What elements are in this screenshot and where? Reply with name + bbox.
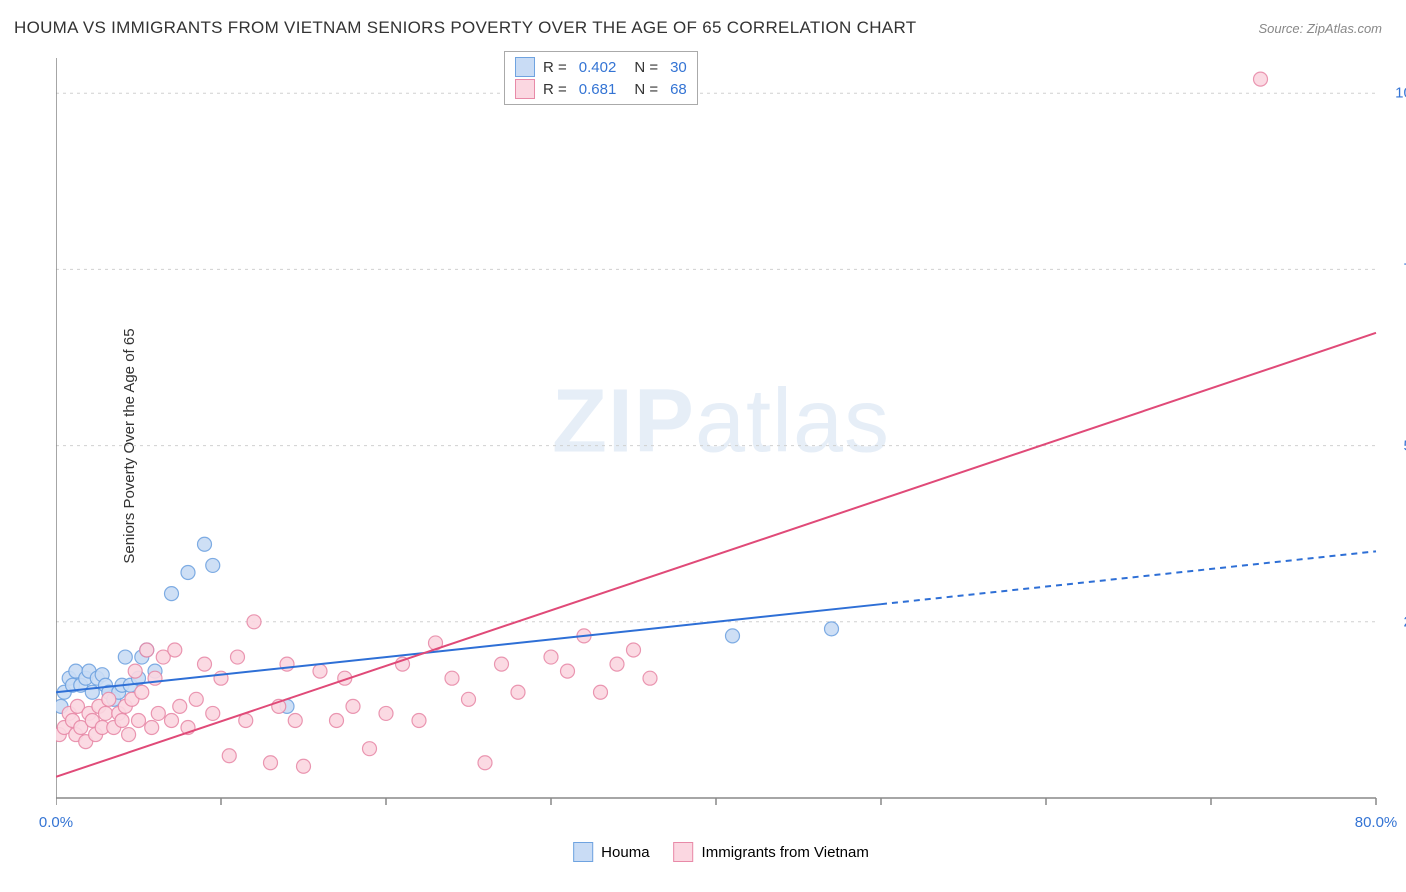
legend-r-label: R = [543, 59, 567, 76]
swatch-immigrants [515, 79, 535, 99]
swatch-immigrants [674, 842, 694, 862]
chart-header: HOUMA VS IMMIGRANTS FROM VIETNAM SENIORS… [0, 0, 1406, 46]
legend-r-value-immigrants: 0.681 [579, 81, 617, 98]
legend-label-houma: Houma [601, 844, 649, 861]
x-tick-label: 80.0% [1355, 814, 1398, 831]
legend-stats-row-immigrants: R = 0.681 N = 68 [515, 78, 687, 100]
legend-series-box: Houma Immigrants from Vietnam [573, 842, 869, 862]
chart-source: Source: ZipAtlas.com [1258, 21, 1382, 36]
swatch-houma [573, 842, 593, 862]
legend-stats-box: R = 0.402 N = 30 R = 0.681 N = 68 [504, 51, 698, 105]
y-tick-label: 100.0% [1395, 85, 1406, 102]
legend-n-label: N = [634, 59, 658, 76]
chart-title: HOUMA VS IMMIGRANTS FROM VIETNAM SENIORS… [14, 18, 916, 38]
legend-r-value-houma: 0.402 [579, 59, 617, 76]
x-tick-label: 0.0% [39, 814, 73, 831]
chart-area: ZIPatlas R =0.402 N =30 R =0.681 N =68 H… [56, 48, 1386, 828]
legend-n-value-immigrants: 68 [670, 81, 687, 98]
scatter-plot [56, 48, 1386, 828]
legend-n-label: N = [634, 81, 658, 98]
legend-item-houma: Houma [573, 842, 649, 862]
legend-stats-row-houma: R = 0.402 N = 30 [515, 56, 687, 78]
legend-n-value-houma: 30 [670, 59, 687, 76]
swatch-houma [515, 57, 535, 77]
legend-item-immigrants: Immigrants from Vietnam [674, 842, 869, 862]
legend-label-immigrants: Immigrants from Vietnam [702, 844, 869, 861]
legend-r-label: R = [543, 81, 567, 98]
